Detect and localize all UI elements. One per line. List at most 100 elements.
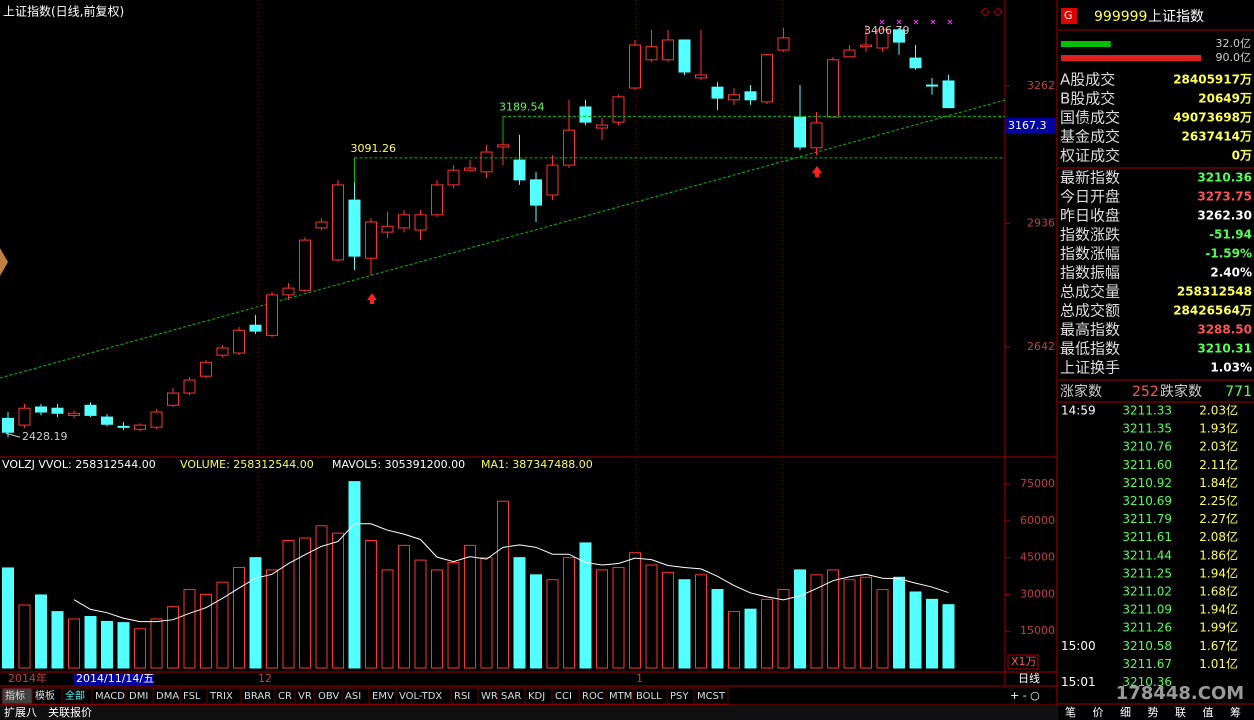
unit-box [1007,654,1039,670]
candle-body [101,416,113,425]
tick-volume: 2.03亿 [1199,439,1238,454]
volume-bar [365,539,377,669]
tick-price: 3211.44 [1122,548,1172,562]
volume-bar [843,579,856,669]
candle-body [695,74,707,79]
row-label: 指数振幅 [1060,264,1120,282]
markers [879,19,953,25]
tab[interactable]: MCST [697,691,726,702]
y-tick-label: 30000 [1020,587,1055,600]
row-label: 国债成交 [1060,109,1120,127]
candle-body [810,122,823,149]
row-value: 3288.50 [1197,323,1252,337]
panel-tab[interactable]: 价 [1093,706,1104,719]
row-value: -51.94 [1209,228,1252,242]
x-label: 2014/11/14/五 [76,672,154,685]
tick-volume: 2.25亿 [1199,493,1238,508]
row-label: 总成交额 [1060,302,1120,320]
tick-price: 3210.76 [1122,440,1172,454]
candle-body [480,151,493,173]
volume-bar [909,591,922,669]
tab[interactable]: KDJ [528,691,545,702]
tab[interactable]: CR [278,691,292,702]
candle-body [678,39,691,73]
candle-body [282,287,295,296]
tab[interactable]: ASI [345,691,361,702]
row-label: 最低指数 [1060,340,1120,358]
tab[interactable]: MTM [609,691,632,702]
panel-tab[interactable]: 联 [1175,706,1186,719]
row-value: 3210.36 [1197,171,1252,185]
candle-body [398,214,410,229]
zoom-controls[interactable]: + - ○ [1010,689,1040,702]
tab[interactable]: 模板 [35,689,55,702]
tab[interactable]: WR [481,691,498,702]
volume-bar [266,569,278,669]
panel-tab[interactable]: 笔 [1065,705,1076,719]
tab[interactable]: 指标 [5,689,25,702]
advance: 252 [1132,384,1159,400]
panel-tab[interactable]: 势 [1148,706,1159,719]
row-label: 上证换手 [1060,359,1120,377]
x-label: 1 [636,672,643,685]
volume-bar [810,574,823,669]
tab[interactable]: SAR [501,691,521,702]
tick-price: 3211.26 [1122,621,1172,635]
chart-controls[interactable] [980,7,1003,17]
indicator-header: MAVOL5: 305391200.00 [332,458,465,471]
candle-body [134,424,146,430]
panel-tab[interactable]: 值 [1203,706,1214,719]
tab[interactable]: 全部 [65,689,85,702]
footer-bar [0,706,1057,720]
row-value: -1.59% [1205,247,1252,261]
volume-bar [744,608,757,669]
tab[interactable]: VOL-TDX [399,691,442,702]
footer-item[interactable]: 关联报价 [48,705,92,719]
tab[interactable]: PSY [670,691,689,702]
candle-body [843,49,856,58]
volume-bar [794,569,806,669]
tab[interactable]: BRAR [244,691,271,702]
tab[interactable]: CCI [555,691,572,702]
candle-body [942,80,955,109]
tab[interactable]: EMV [372,691,394,702]
side-handle[interactable] [0,248,8,276]
tick-volume: 1.93亿 [1199,421,1238,436]
tab[interactable]: MACD [95,691,125,702]
panel-tab[interactable]: 筹 [1230,705,1241,719]
candle-body [332,184,344,261]
candle-body [414,214,427,231]
advance-label: 涨家数 [1060,383,1102,400]
candle-body [777,37,790,51]
badge: G [1064,9,1073,22]
tab[interactable]: BOLL [636,691,662,702]
tab[interactable]: ROC [582,691,604,702]
volume-bar [860,576,872,669]
row-value: 28405917万 [1173,73,1252,87]
volume-bar [926,598,938,669]
x-label: 12 [258,672,272,685]
volume-bar [233,566,245,669]
tab[interactable]: TRIX [209,691,233,702]
footer-item[interactable]: 扩展八 [4,705,37,719]
candle-body [348,199,361,257]
tab[interactable]: RSI [454,691,470,702]
candle-body [18,407,31,426]
tab[interactable]: DMA [156,691,179,702]
panel-tab[interactable]: 细 [1120,706,1131,719]
row-label: A股成交 [1060,71,1115,89]
volume-bar [728,611,740,669]
tab[interactable]: VR [298,691,312,702]
tick-price: 3211.25 [1122,566,1172,580]
row-value: 28426564万 [1173,304,1252,318]
candle-body [761,54,773,103]
candle-body [744,91,757,101]
candle-body [662,39,674,61]
trend-line [0,99,1006,379]
tab[interactable]: OBV [318,691,339,702]
y-tick-label: 45000 [1020,551,1055,564]
tick-time: 14:59 [1061,404,1096,418]
tab[interactable]: DMI [129,691,148,702]
tab[interactable]: FSL [183,691,201,702]
watermark: 178448.COM [1116,683,1244,704]
